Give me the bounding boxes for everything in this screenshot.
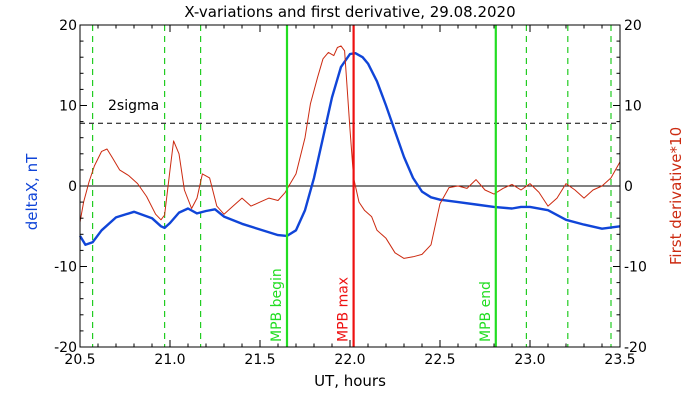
- x-tick-label: 21.5: [244, 352, 275, 368]
- y-tick-label-left: -10: [54, 260, 77, 276]
- y-tick-label-left: -20: [54, 340, 77, 356]
- y-tick-label-right: 20: [624, 18, 642, 34]
- series-line-derivative: [79, 45, 621, 259]
- x-tick-label: 20.5: [64, 352, 95, 368]
- y-tick-label-left: 0: [68, 179, 77, 195]
- grid-layer: [80, 25, 620, 347]
- y-tick-label-left: 20: [59, 18, 77, 34]
- marker-label: MPB end: [478, 281, 494, 342]
- x-tick-label: 22.5: [424, 352, 455, 368]
- x-axis-title: UT, hours: [314, 372, 386, 390]
- sigma-label: 2sigma: [108, 98, 159, 114]
- chart-title: X-variations and first derivative, 29.08…: [184, 3, 515, 21]
- y-tick-label-right: -10: [624, 260, 647, 276]
- series-line-deltax: [78, 52, 621, 247]
- y-tick-label-left: 10: [59, 99, 77, 115]
- marker-label: MPB begin: [269, 268, 285, 342]
- marker-layer: MPB begin MPB max MPB end: [269, 25, 497, 347]
- y-axis-title-right: First derivative*10: [667, 127, 685, 265]
- marker-label: MPB max: [336, 277, 352, 342]
- axis-layer: 20.5 21.0 21.5 22.0 22.5 23.0 23.5 20 20 10 10 0 0 -1…: [54, 18, 647, 368]
- y-tick-label-right: 0: [624, 179, 633, 195]
- y-tick-label-right: 10: [624, 99, 642, 115]
- x-tick-label: 21.0: [154, 352, 185, 368]
- y-tick-label-right: -20: [624, 340, 647, 356]
- x-tick-label: 23.0: [514, 352, 545, 368]
- x-tick-label: 23.5: [604, 352, 635, 368]
- y-axis-title-left: deltaX, nT: [23, 153, 41, 230]
- x-tick-label: 22.0: [334, 352, 365, 368]
- series-layer: [78, 45, 621, 259]
